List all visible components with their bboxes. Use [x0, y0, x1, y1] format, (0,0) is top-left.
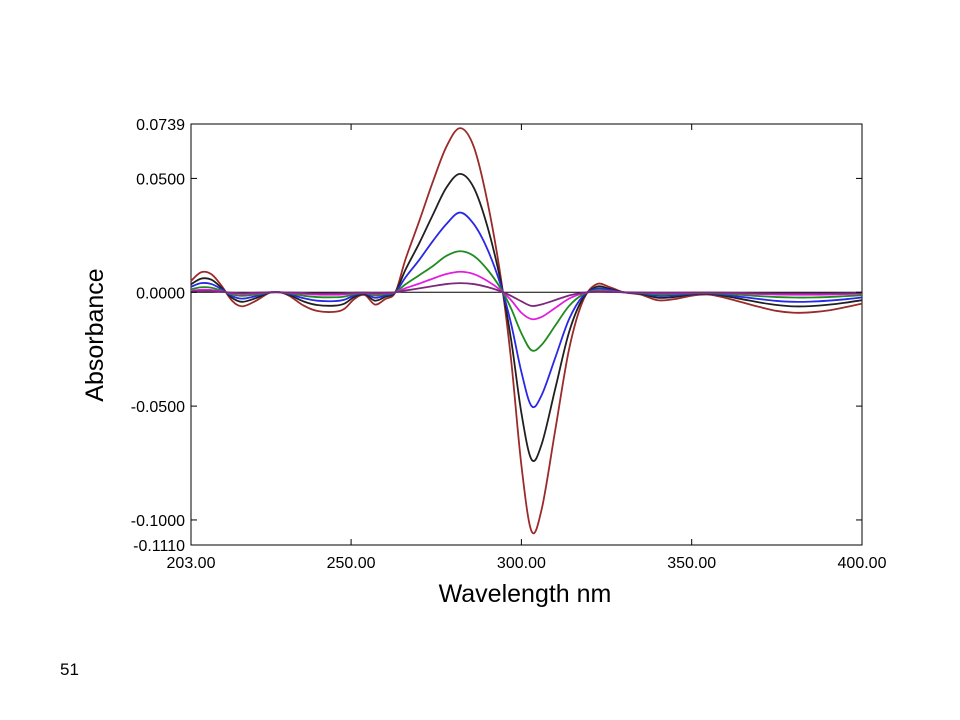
- series-line-3: [190, 211, 863, 408]
- y-tick-label: -0.0500: [131, 399, 185, 416]
- x-tick-label: 350.00: [667, 555, 716, 572]
- y-tick-label: 0.0000: [136, 285, 185, 302]
- x-axis-title: Wavelength nm: [439, 580, 612, 608]
- y-tick-label: -0.1000: [131, 513, 185, 530]
- axis-ticks: 203.00 250.00 300.00 350.00 400.00 0.0739 0.05…: [131, 117, 887, 572]
- y-tick-label: -0.1110: [133, 538, 185, 555]
- series-line-4: [190, 250, 863, 352]
- y-tick-label: 0.0739: [136, 117, 185, 134]
- series-line-6: [190, 282, 863, 307]
- y-tick-label: 0.0500: [136, 171, 185, 188]
- x-tick-label: 400.00: [838, 555, 887, 572]
- series-line-1: [190, 127, 863, 535]
- plot-frame: [190, 123, 863, 546]
- series-lines: [190, 127, 863, 535]
- x-tick-label: 250.00: [327, 555, 376, 572]
- x-tick-label: 203.00: [167, 555, 216, 572]
- x-tick-label: 300.00: [497, 555, 546, 572]
- y-axis-title: Absorbance: [81, 268, 109, 401]
- page-number: 51: [60, 660, 79, 679]
